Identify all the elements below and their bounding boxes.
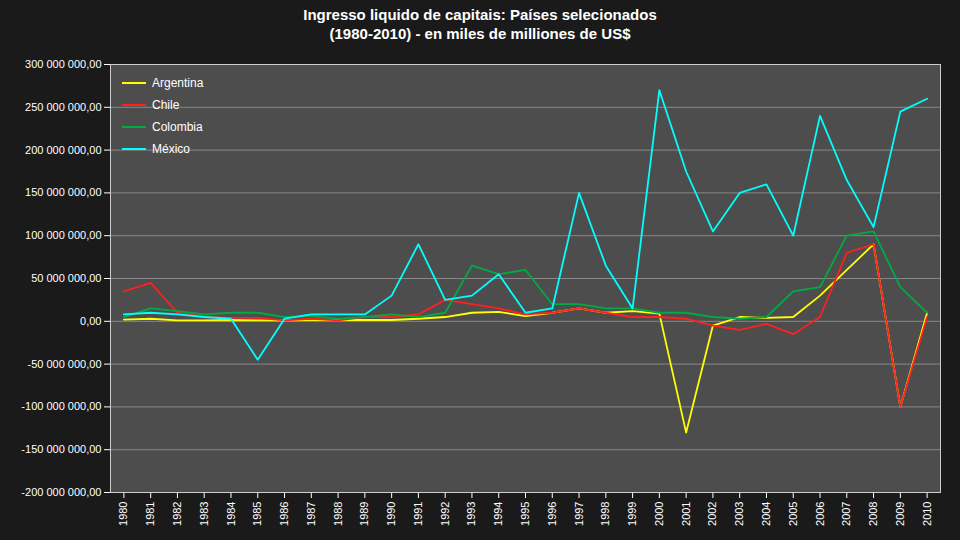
svg-text:1997: 1997 [573, 501, 585, 525]
svg-text:2007: 2007 [840, 501, 852, 525]
svg-text:1993: 1993 [465, 501, 477, 525]
svg-text:1990: 1990 [385, 501, 397, 525]
svg-text:1995: 1995 [519, 501, 531, 525]
svg-text:300 000 000,00: 300 000 000,00 [25, 58, 101, 70]
svg-text:2009: 2009 [894, 501, 906, 525]
svg-text:-200 000 000,00: -200 000 000,00 [21, 486, 101, 498]
svg-text:250 000 000,00: 250 000 000,00 [25, 100, 101, 112]
html-text:Ingresso liquido de capitais:: Ingresso liquido de capitais: Países sel… [303, 6, 657, 42]
svg-text:2002: 2002 [706, 501, 718, 525]
svg-text:2001: 2001 [680, 501, 692, 525]
svg-text:1985: 1985 [251, 501, 263, 525]
svg-text:1980: 1980 [117, 501, 129, 525]
svg-text:1998: 1998 [599, 501, 611, 525]
svg-text:1984: 1984 [225, 501, 237, 525]
svg-text:2005: 2005 [787, 501, 799, 525]
html-text:México: México [152, 142, 190, 156]
svg-text:1994: 1994 [492, 501, 504, 525]
svg-text:2004: 2004 [760, 501, 772, 525]
svg-text:-50 000 000,00: -50 000 000,00 [27, 357, 101, 369]
svg-text:1988: 1988 [332, 501, 344, 525]
svg-text:0,00: 0,00 [80, 314, 101, 326]
svg-text:1996: 1996 [546, 501, 558, 525]
svg-text:2003: 2003 [733, 501, 745, 525]
html-text:Argentina: Argentina [152, 76, 204, 90]
html-text:Chile: Chile [152, 98, 180, 112]
svg-text:-150 000 000,00: -150 000 000,00 [21, 443, 101, 455]
svg-text:200 000 000,00: 200 000 000,00 [25, 143, 101, 155]
svg-text:1987: 1987 [305, 501, 317, 525]
svg-text:2010: 2010 [921, 501, 933, 525]
svg-text:2006: 2006 [814, 501, 826, 525]
svg-text:1981: 1981 [144, 501, 156, 525]
svg-text:1991: 1991 [412, 501, 424, 525]
svg-text:2000: 2000 [653, 501, 665, 525]
svg-text:1989: 1989 [358, 501, 370, 525]
svg-text:1982: 1982 [171, 501, 183, 525]
svg-text:100 000 000,00: 100 000 000,00 [25, 229, 101, 241]
svg-text:50 000 000,00: 50 000 000,00 [31, 272, 101, 284]
svg-text:150 000 000,00: 150 000 000,00 [25, 186, 101, 198]
svg-text:1983: 1983 [198, 501, 210, 525]
svg-text:1992: 1992 [439, 501, 451, 525]
svg-text:1986: 1986 [278, 501, 290, 525]
svg-text:-100 000 000,00: -100 000 000,00 [21, 400, 101, 412]
svg-text:1999: 1999 [626, 501, 638, 525]
html-text:Colombia: Colombia [152, 120, 203, 134]
svg-text:2008: 2008 [867, 501, 879, 525]
